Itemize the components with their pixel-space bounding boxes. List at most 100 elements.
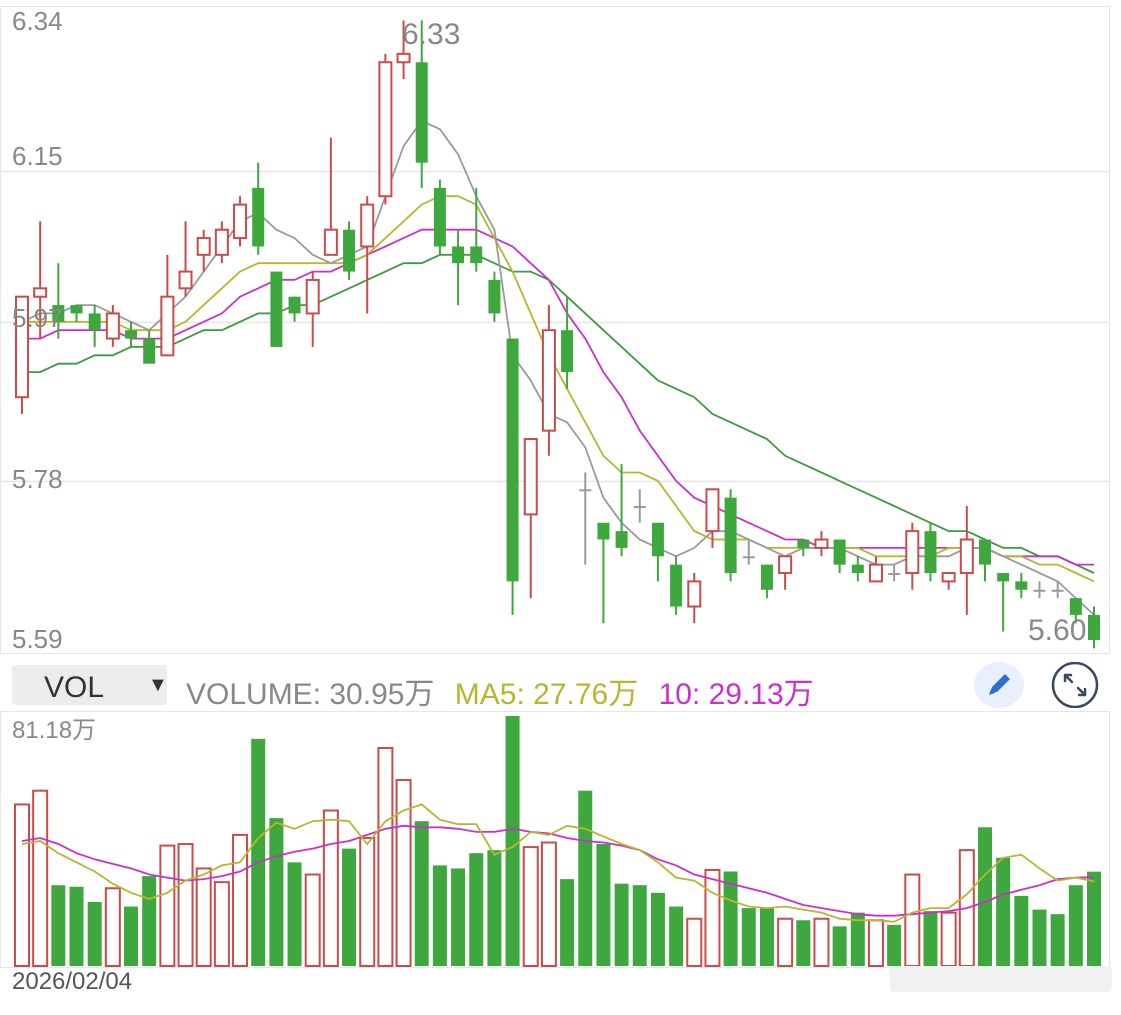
candle [1033, 581, 1046, 599]
volume-legend: VOLUME: 30.95万 MA5: 27.76万 10: 29.13万 [186, 669, 826, 713]
volume-bar [1068, 885, 1083, 966]
candle [978, 539, 991, 582]
candle-body [323, 228, 338, 256]
candlestick-chart[interactable]: 6.34 6.15 5.97 5.78 5.59 6.33 5.60 [0, 0, 1121, 660]
candle-body [1069, 598, 1082, 615]
candle [323, 137, 338, 256]
candle-body [452, 246, 465, 264]
candle [833, 539, 846, 574]
volume-bar [796, 920, 811, 966]
volume-bar [432, 865, 447, 966]
candle-body [760, 564, 773, 590]
volume-bar [650, 892, 665, 966]
volume-max-label: 81.18万 [12, 717, 96, 744]
candle-body [470, 246, 483, 264]
candle-body [851, 564, 864, 574]
candle [1069, 598, 1082, 624]
candle-body [924, 531, 937, 574]
candle [105, 305, 120, 347]
candle-body [196, 237, 211, 256]
volume-ma-line-vol-ma10 [21, 824, 1095, 917]
candle-body [797, 539, 810, 548]
candle [506, 338, 519, 615]
candle-body [742, 556, 755, 559]
volume-bar [904, 873, 921, 968]
volume-chart[interactable]: 81.18万 [0, 710, 1121, 1010]
candle-body [15, 295, 29, 399]
candle-body [488, 279, 501, 314]
candle [470, 187, 483, 272]
volume-bar [104, 887, 121, 968]
y-label-6.34: 6.34 [12, 6, 63, 36]
volume-bar [832, 926, 847, 966]
candle-body [233, 203, 248, 240]
price-plot-border [0, 6, 1110, 654]
candle [1088, 606, 1100, 649]
candle [360, 196, 375, 314]
watermark-logo [890, 966, 1112, 992]
volume-bar [522, 846, 539, 967]
candle [687, 573, 702, 624]
volume-bar [451, 868, 466, 966]
high-price-annotation: 6.33 [402, 18, 460, 51]
volume-bar [159, 844, 176, 967]
volume-bar [14, 803, 30, 968]
volume-bar [69, 886, 84, 966]
candle-body [561, 330, 574, 373]
volume-bar [813, 917, 830, 967]
candle-body [615, 531, 628, 548]
candle [214, 221, 229, 264]
candle-body [905, 530, 920, 575]
volume-bar [269, 818, 284, 966]
volume-bar [377, 747, 394, 968]
volume-bar [867, 919, 884, 968]
volume-bar [614, 883, 629, 966]
expand-icon [1051, 661, 1099, 709]
candle [252, 162, 265, 255]
candle [924, 522, 937, 582]
candle [488, 271, 501, 322]
volume-ma-lines [21, 803, 1095, 923]
candle [615, 464, 628, 557]
volume-bar [487, 850, 502, 966]
y-label-5.59: 5.59 [12, 624, 63, 654]
candle [633, 489, 646, 523]
volume-bar [540, 841, 557, 967]
volume-bar [632, 885, 647, 966]
candle-body [270, 271, 283, 347]
candle [452, 229, 465, 306]
candle [52, 263, 65, 339]
candle-body [506, 338, 519, 582]
candle [651, 522, 664, 582]
expand-chart-button[interactable] [1051, 661, 1099, 709]
candle [1015, 573, 1028, 599]
candle [905, 522, 920, 590]
candle [288, 296, 301, 322]
volume-bar [887, 924, 902, 966]
volume-indicator-bar: VOL ▼ VOLUME: 30.95万 MA5: 27.76万 10: 29.… [0, 661, 1121, 713]
volume-bar [940, 911, 957, 968]
volume-bar [669, 906, 684, 966]
candle [415, 20, 428, 188]
volume-bar [1087, 871, 1101, 966]
y-label-6.15: 6.15 [12, 141, 63, 171]
candle [742, 539, 755, 565]
candle-body [814, 538, 829, 549]
candle-body [288, 296, 301, 314]
candle-body [214, 228, 229, 256]
candle-body [88, 313, 101, 331]
indicator-selector[interactable]: VOL ▼ [12, 665, 168, 705]
candle [851, 556, 864, 582]
y-label-5.78: 5.78 [12, 464, 63, 494]
indicator-selector-label: VOL [44, 671, 105, 704]
candle-body [978, 539, 991, 565]
edit-indicator-button[interactable] [974, 662, 1024, 708]
candle-body [997, 573, 1010, 582]
candle-body [252, 187, 265, 247]
volume-bar [977, 827, 992, 966]
candle [178, 221, 193, 297]
candle [1051, 581, 1064, 599]
candle [705, 488, 720, 548]
volume-bar [51, 885, 66, 966]
candle-body [52, 305, 65, 322]
